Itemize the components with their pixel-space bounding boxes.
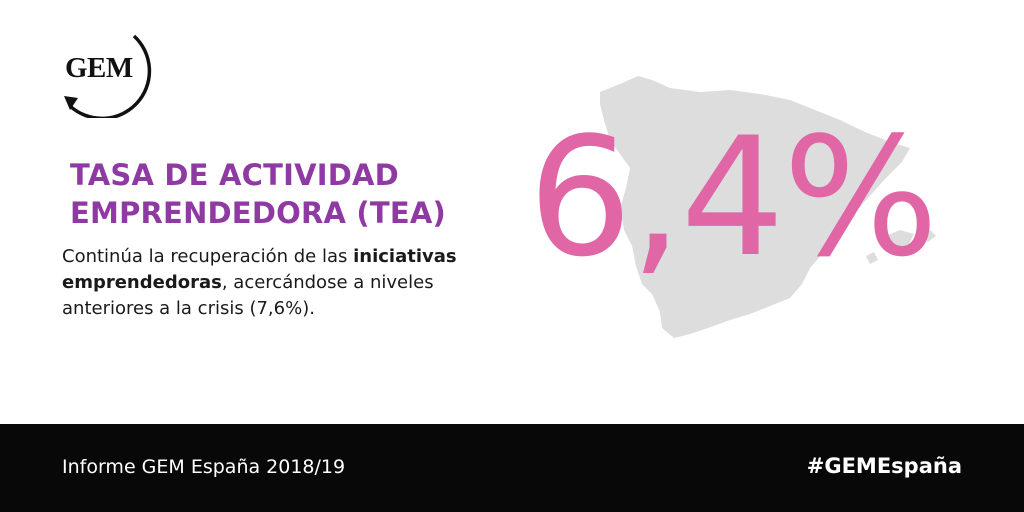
description: Continúa la recuperación de las iniciati… <box>62 244 482 322</box>
footer: Informe GEM España 2018/19 #GEMEspaña <box>0 424 1024 512</box>
spain-map-icon <box>600 76 936 338</box>
description-text-2: , acercándose a niveles anteriores a la … <box>62 272 434 319</box>
description-bold: iniciativas emprendedoras <box>62 246 457 293</box>
title-line-1: TASA DE ACTIVIDAD <box>70 158 399 192</box>
description-text-1: Continúa la recuperación de las <box>62 246 354 267</box>
report-label: Informe GEM España 2018/19 <box>62 456 346 478</box>
tea-percentage: 6,4% <box>528 102 939 293</box>
gem-logo: GEM <box>56 28 156 118</box>
logo-text: GEM <box>65 52 133 84</box>
logo-arc-icon <box>64 34 152 118</box>
page-title: TASA DE ACTIVIDAD EMPRENDEDORA (TEA) <box>70 156 446 232</box>
hashtag-label: #GEMEspaña <box>806 454 962 478</box>
title-line-2: EMPRENDEDORA (TEA) <box>70 196 446 230</box>
